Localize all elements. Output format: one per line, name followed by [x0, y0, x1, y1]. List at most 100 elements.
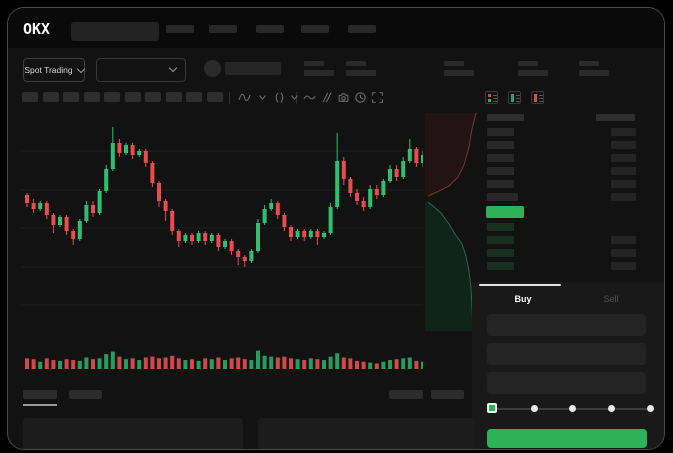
candle-body: [97, 191, 102, 213]
tab-sell[interactable]: Sell: [603, 293, 619, 304]
tab-buy[interactable]: Buy: [514, 293, 532, 304]
fullscreen-icon[interactable]: [371, 91, 384, 104]
bid-amount-placeholder[interactable]: [611, 249, 636, 257]
nav-item-placeholder[interactable]: [166, 25, 194, 33]
candle-body: [170, 211, 175, 231]
line-tool-icon[interactable]: [303, 91, 316, 104]
volume-bar: [124, 359, 128, 369]
timeframe-button[interactable]: [22, 92, 38, 102]
candle: [117, 139, 122, 157]
market-type-dropdown[interactable]: Spot Trading: [23, 58, 85, 82]
depth-bids-area: [425, 202, 473, 331]
buy-submit-button[interactable]: [487, 429, 647, 448]
ask-amount-placeholder[interactable]: [611, 154, 636, 162]
ask-amount-placeholder[interactable]: [611, 167, 636, 175]
stat-value-placeholder: [444, 70, 474, 76]
chevron-down-icon[interactable]: [256, 91, 269, 104]
bid-price-placeholder[interactable]: [487, 262, 514, 270]
bid-amount-placeholder[interactable]: [611, 262, 636, 270]
volume-bar: [203, 358, 208, 369]
bottom-tab[interactable]: [69, 390, 102, 399]
candle: [58, 215, 62, 227]
nav-item-placeholder[interactable]: [301, 25, 329, 33]
candle: [368, 185, 373, 209]
parallel-lines-icon[interactable]: [320, 91, 333, 104]
ask-amount-placeholder[interactable]: [611, 128, 636, 136]
book-combined-icon[interactable]: [485, 91, 498, 104]
nav-item-placeholder[interactable]: [348, 25, 376, 33]
volume-bar: [104, 354, 109, 369]
history-clock-icon[interactable]: [354, 91, 367, 104]
timeframe-button[interactable]: [63, 92, 79, 102]
ask-price-placeholder[interactable]: [487, 154, 514, 162]
ask-amount-placeholder[interactable]: [611, 180, 636, 188]
volume-bar: [97, 358, 102, 369]
slider-stop[interactable]: [647, 405, 654, 412]
candle-body: [124, 145, 128, 153]
ask-price-placeholder[interactable]: [487, 180, 514, 188]
okx-logo: OKX: [23, 20, 51, 38]
bid-price-placeholder[interactable]: [487, 236, 514, 244]
timeframe-button[interactable]: [83, 92, 100, 102]
slider-stop[interactable]: [608, 405, 615, 412]
indicators-wave-icon[interactable]: [238, 91, 251, 104]
bid-price-placeholder[interactable]: [487, 249, 514, 257]
volume-bar: [31, 359, 36, 369]
candlestick-chart[interactable]: [21, 111, 423, 333]
search-input[interactable]: [71, 22, 159, 41]
candle: [249, 249, 254, 263]
chevron-down-icon[interactable]: [288, 91, 301, 104]
candle-body: [361, 201, 366, 207]
total-input[interactable]: [487, 372, 646, 394]
volume-chart: [25, 350, 423, 369]
bottom-tab-active[interactable]: [23, 390, 57, 399]
bid-amount-placeholder[interactable]: [611, 236, 636, 244]
timeframe-button[interactable]: [145, 92, 161, 102]
bottom-action-placeholder[interactable]: [431, 390, 464, 399]
ask-price-placeholder[interactable]: [487, 128, 514, 136]
candle: [407, 139, 412, 163]
amount-input[interactable]: [487, 343, 646, 365]
candle-body: [190, 235, 194, 241]
volume-bar: [223, 360, 227, 369]
ask-price-placeholder[interactable]: [487, 167, 514, 175]
bottom-action-placeholder[interactable]: [389, 390, 423, 399]
camera-icon[interactable]: [337, 91, 350, 104]
last-price-badge[interactable]: [486, 206, 524, 218]
slider-stop[interactable]: [531, 405, 538, 412]
volume-bar: [25, 358, 29, 369]
timeframe-button[interactable]: [206, 92, 223, 102]
pair-selector-dropdown[interactable]: [96, 58, 186, 82]
stat-label-placeholder: [346, 61, 366, 66]
timeframe-button[interactable]: [124, 92, 141, 102]
book-bids-icon[interactable]: [508, 91, 521, 104]
nav-item-placeholder[interactable]: [209, 25, 237, 33]
slider-handle[interactable]: [487, 403, 497, 413]
ask-amount-placeholder[interactable]: [611, 193, 636, 201]
candle-body: [302, 231, 307, 237]
candle: [77, 219, 82, 241]
book-asks-icon[interactable]: [531, 91, 544, 104]
volume-bar: [64, 359, 69, 369]
candle: [236, 249, 241, 265]
candle-body: [91, 205, 95, 213]
timeframe-button[interactable]: [42, 92, 59, 102]
slider-stop[interactable]: [569, 405, 576, 412]
candle-body: [315, 231, 320, 237]
candle-style-icon[interactable]: [273, 91, 286, 104]
volume-bar: [91, 359, 95, 369]
candle-body: [163, 201, 168, 211]
timeframe-button[interactable]: [104, 92, 120, 102]
price-input[interactable]: [487, 314, 646, 336]
stat-value-placeholder: [579, 70, 609, 76]
ask-price-placeholder[interactable]: [487, 141, 514, 149]
candle-body: [71, 231, 76, 239]
nav-item-placeholder[interactable]: [256, 25, 284, 33]
bid-price-placeholder[interactable]: [487, 223, 514, 231]
volume-bar: [163, 357, 168, 369]
timeframe-button[interactable]: [186, 92, 202, 102]
ask-amount-placeholder[interactable]: [611, 141, 636, 149]
depth-asks-area: [425, 113, 476, 196]
timeframe-button[interactable]: [165, 92, 182, 102]
ask-price-placeholder[interactable]: [487, 193, 518, 201]
